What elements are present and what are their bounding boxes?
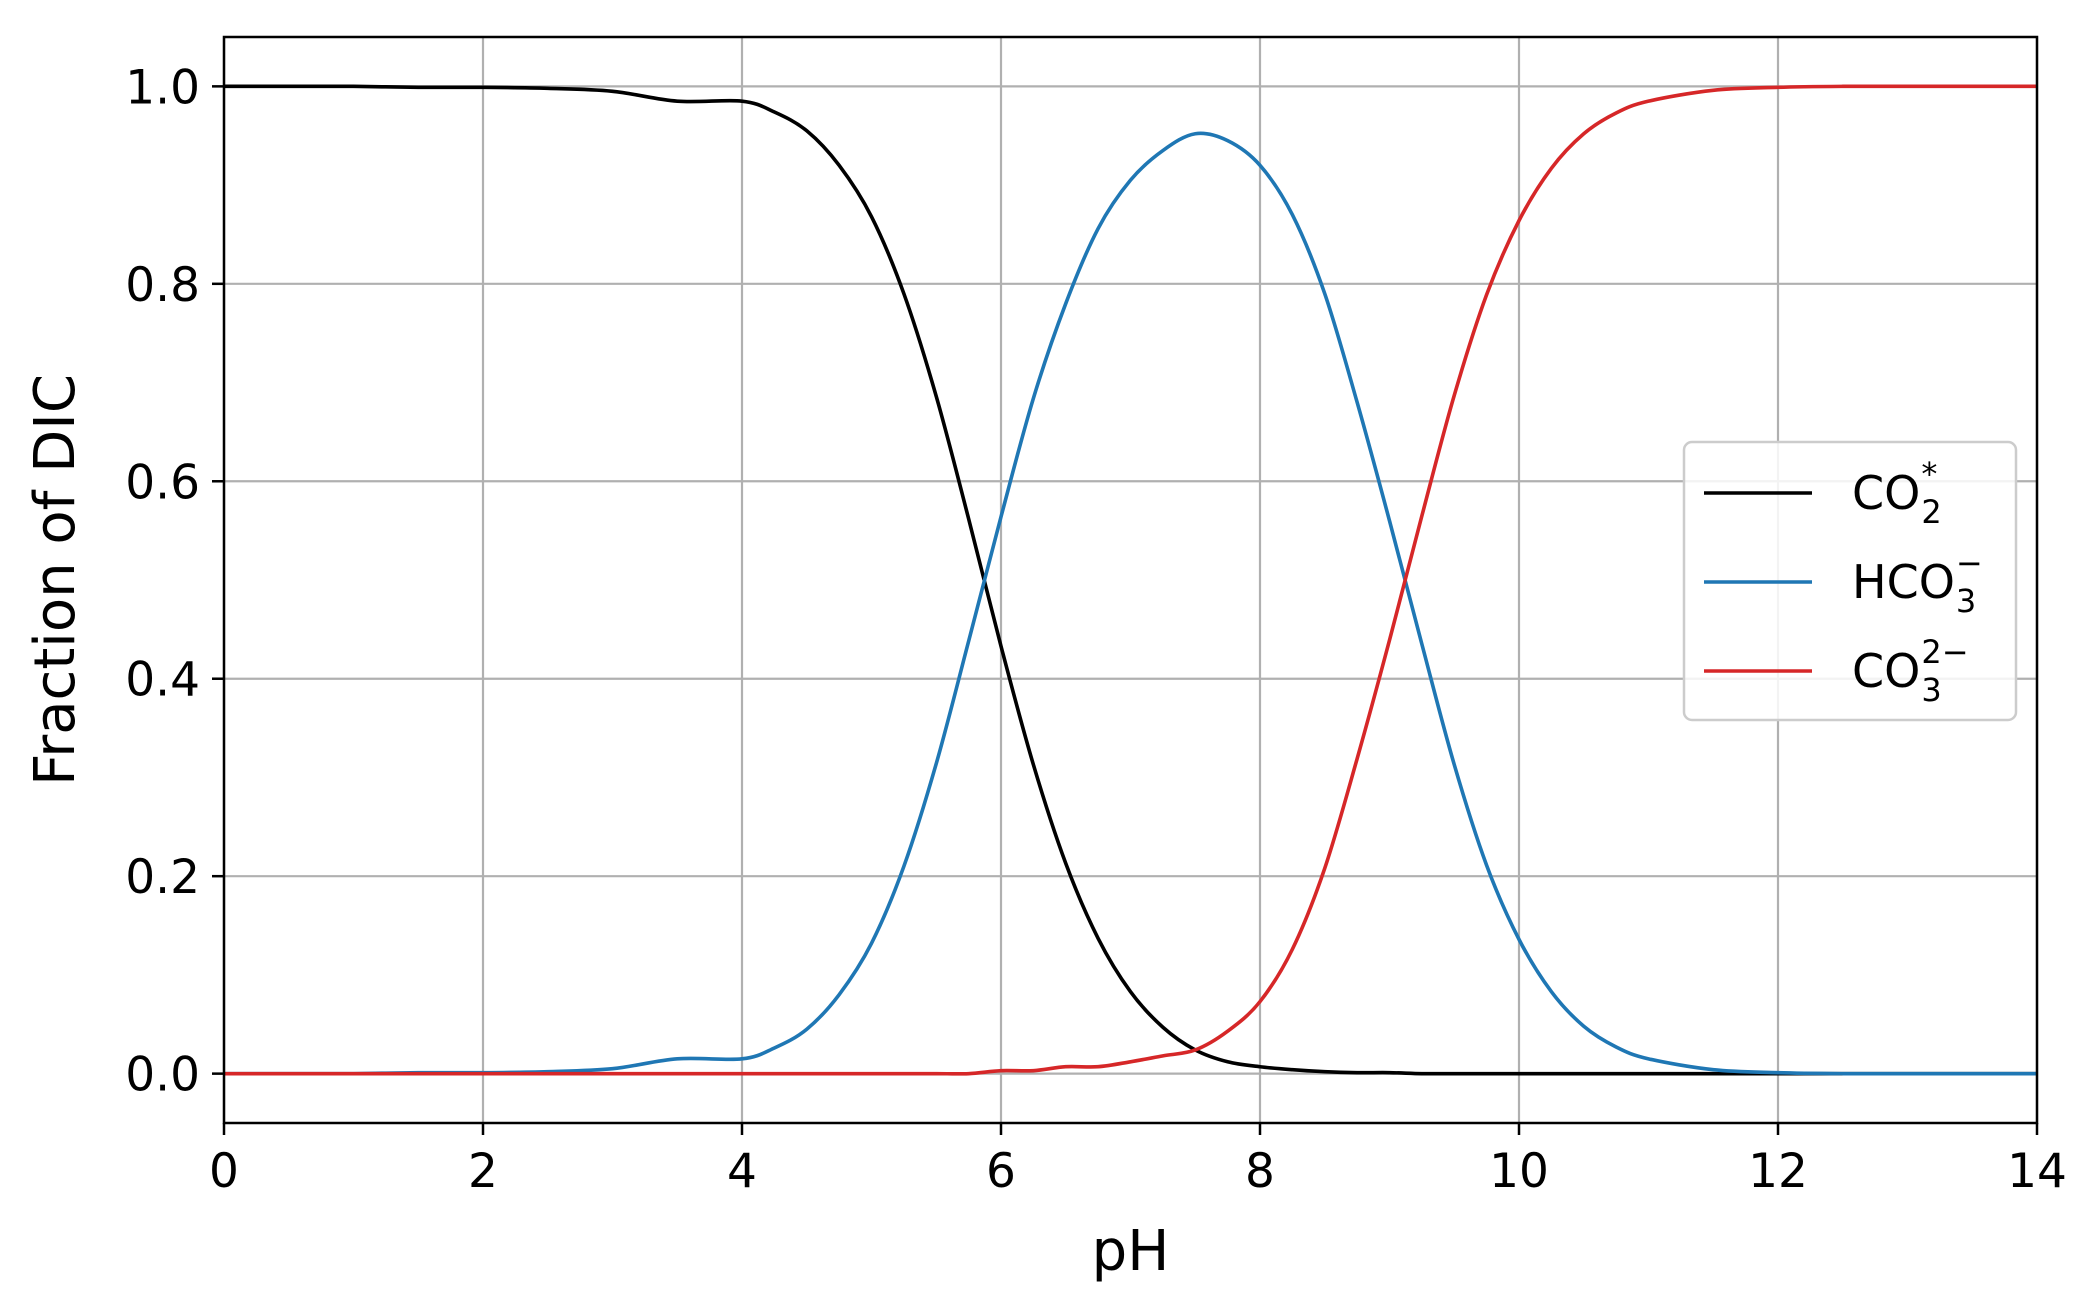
legend-label-superscript: − bbox=[1956, 544, 1983, 582]
legend-label-base: CO bbox=[1852, 466, 1920, 520]
x-tick-label: 2 bbox=[468, 1144, 498, 1199]
series-line-hco3-minus bbox=[223, 131, 2037, 1076]
legend: CO 2*HCO 3−CO 32− bbox=[1682, 440, 2018, 722]
legend-label-co3-2minus: CO bbox=[1852, 644, 1920, 698]
axes-frame bbox=[222, 35, 2039, 1125]
y-tick-label: 0.4 bbox=[125, 653, 200, 708]
y-tick-label: 1.0 bbox=[125, 60, 200, 115]
x-tick-label: 12 bbox=[1748, 1144, 1808, 1199]
y-tick-label: 0.0 bbox=[125, 1048, 200, 1103]
x-tick-label: 10 bbox=[1489, 1144, 1549, 1199]
legend-box bbox=[1682, 440, 2018, 722]
legend-label-superscript: 2− bbox=[1921, 633, 1968, 671]
x-tick-label: 8 bbox=[1245, 1144, 1275, 1199]
legend-label-subscript: 2 bbox=[1921, 493, 1941, 531]
legend-label-hco3-minus: HCO bbox=[1852, 555, 1955, 609]
y-axis-label: Fraction of DIC bbox=[23, 374, 88, 786]
series-line-co2-star bbox=[224, 84, 2037, 1076]
series-layer bbox=[223, 84, 2037, 1076]
legend-label-co2-star: CO bbox=[1852, 466, 1920, 520]
legend-label-subscript: 3 bbox=[1956, 582, 1976, 620]
y-tick-label: 0.6 bbox=[125, 455, 200, 510]
legend-label-superscript: * bbox=[1921, 455, 1937, 493]
y-tick-label: 0.2 bbox=[125, 850, 200, 905]
x-tick-label: 4 bbox=[727, 1144, 757, 1199]
legend-label-base: CO bbox=[1852, 644, 1920, 698]
series-line-co3-2minus bbox=[223, 84, 2037, 1076]
legend-label-subscript: 3 bbox=[1921, 671, 1941, 709]
tick-labels: 0 2 4 6 8 10 12 14 0.0 0.2 0.4 0.6 0.8 1.0 bbox=[125, 60, 2067, 1199]
ticks bbox=[212, 85, 2039, 1135]
x-tick-label: 14 bbox=[2007, 1144, 2067, 1199]
x-tick-label: 0 bbox=[209, 1144, 239, 1199]
x-tick-label: 6 bbox=[986, 1144, 1016, 1199]
x-axis-label: pH bbox=[1092, 1219, 1170, 1284]
y-tick-label: 0.8 bbox=[125, 258, 200, 313]
legend-label-base: HCO bbox=[1852, 555, 1955, 609]
